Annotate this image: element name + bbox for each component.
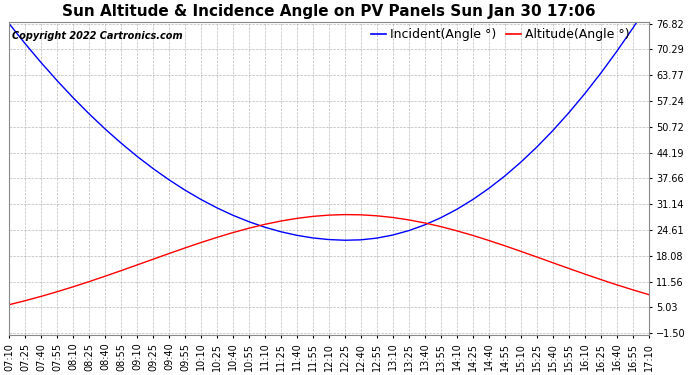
Legend: Incident(Angle °), Altitude(Angle °): Incident(Angle °), Altitude(Angle °) [371, 28, 629, 41]
Text: Copyright 2022 Cartronics.com: Copyright 2022 Cartronics.com [12, 31, 183, 41]
Title: Sun Altitude & Incidence Angle on PV Panels Sun Jan 30 17:06: Sun Altitude & Incidence Angle on PV Pan… [62, 4, 595, 19]
